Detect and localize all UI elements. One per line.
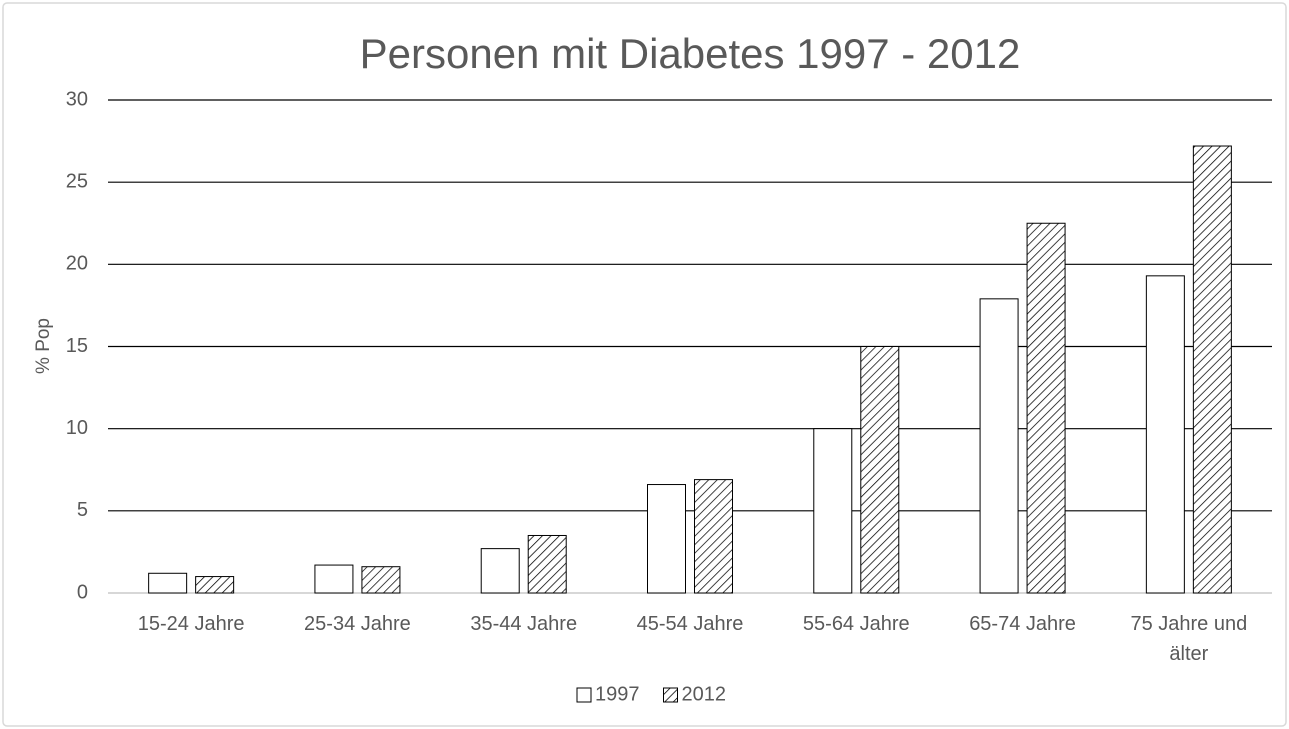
bar — [195, 576, 235, 594]
y-axis-label: % Pop — [33, 318, 54, 374]
bar — [979, 298, 1019, 594]
bar — [527, 534, 567, 594]
legend-label: 1997 — [595, 683, 640, 705]
legend-label: 2012 — [682, 683, 727, 705]
bar — [148, 572, 188, 594]
legend-swatch — [576, 687, 592, 703]
legend-swatch — [663, 687, 678, 703]
bar — [1192, 145, 1232, 594]
x-tick-label: 45-54 Jahre — [636, 613, 744, 635]
y-tick-label: 30 — [66, 88, 88, 110]
bar — [647, 484, 686, 594]
x-tick-label: 15-24 Jahre — [137, 613, 245, 635]
x-tick-label: 35-44 Jahre — [470, 613, 578, 635]
chart-title: Personen mit Diabetes 1997 - 2012 — [360, 30, 1021, 77]
y-tick-label: 10 — [66, 417, 88, 439]
bar — [314, 564, 354, 594]
x-tick-label: 55-64 Jahre — [802, 613, 910, 635]
bar — [860, 346, 900, 594]
x-tick-label: 65-74 Jahre — [969, 613, 1076, 635]
bar — [361, 566, 401, 594]
bar — [813, 428, 853, 594]
y-tick-label: 0 — [77, 581, 88, 603]
bar — [480, 548, 520, 594]
bar — [1145, 275, 1185, 594]
y-tick-label: 25 — [66, 170, 88, 192]
y-tick-label: 5 — [77, 499, 88, 521]
y-tick-label: 15 — [66, 335, 88, 357]
y-tick-label: 20 — [66, 253, 88, 275]
x-tick-label: 25-34 Jahre — [304, 613, 411, 635]
bar — [694, 479, 733, 594]
x-tick-label: 75 Jahre und älter — [1130, 613, 1248, 665]
bar — [1026, 222, 1066, 594]
